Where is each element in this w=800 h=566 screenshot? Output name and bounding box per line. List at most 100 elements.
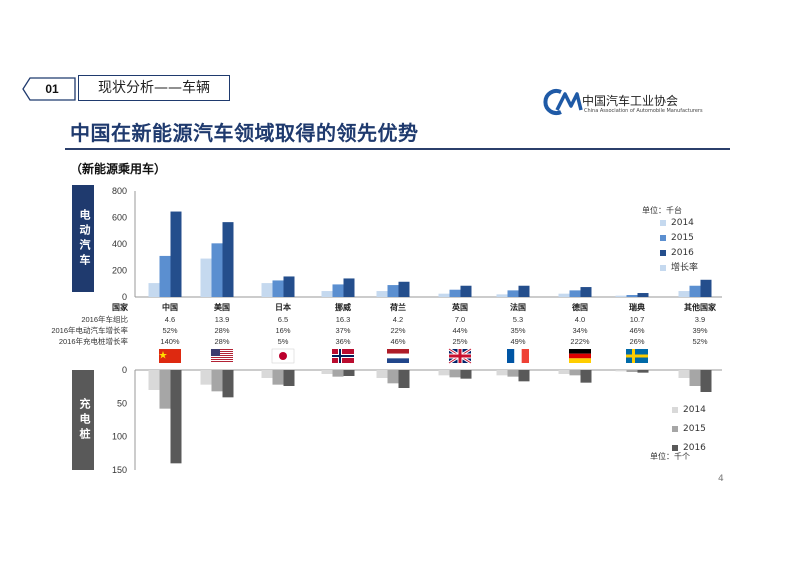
table-country-header: 美国	[214, 302, 230, 312]
charger-bar-2014-0	[148, 370, 160, 390]
logo-text-en: China Association of Automobile Manufact…	[584, 108, 703, 114]
logo-text-cn: 中国汽车工业协会	[582, 94, 679, 108]
japan-flag	[271, 348, 295, 364]
charger-ytick-label: 150	[112, 465, 127, 475]
charger-bar-2014-6	[496, 370, 508, 376]
france-flag	[507, 349, 529, 363]
ev-bar-2014-6	[496, 294, 508, 297]
page-title: 中国在新能源汽车领域取得的领先优势	[70, 121, 419, 145]
table-cell: 4.6	[165, 315, 175, 324]
ev-bar-2014-5	[438, 293, 450, 297]
charger-side-label-box: 充电桩	[72, 370, 94, 470]
table-cell: 16.3	[336, 315, 351, 324]
charger-bar-2015-0	[159, 370, 171, 409]
charger-bar-2015-2	[272, 370, 284, 385]
ev-bar-2014-7	[558, 293, 570, 297]
charger-bar-2014-7	[558, 370, 570, 374]
charger-legend-item-2016: 2016	[672, 439, 706, 458]
ev-ytick-label: 800	[112, 186, 127, 196]
table-cell: 5.3	[513, 315, 523, 324]
table-cell: 25%	[452, 337, 467, 346]
china-flag	[159, 349, 181, 363]
charger-bar-2016-0	[170, 370, 182, 464]
ev-bar-2014-3	[321, 291, 333, 297]
charger-bar-2016-5	[460, 370, 472, 379]
charger-ytick-label: 50	[117, 398, 127, 408]
charger-bar-2015-7	[569, 370, 581, 376]
ev-bar-2016-6	[518, 285, 530, 297]
table-cell: 28%	[214, 326, 229, 335]
usa-flag	[211, 349, 233, 363]
chart-subtitle: （新能源乘用车）	[70, 162, 167, 176]
section-title: 现状分析——车辆	[78, 75, 230, 101]
table-row-label: 2016年电动汽车增长率	[51, 325, 128, 335]
charger-bar-2014-1	[200, 370, 212, 385]
table-cell: 34%	[572, 326, 587, 335]
uk-flag	[448, 347, 472, 365]
ev-ytick-label: 600	[112, 213, 127, 223]
table-cell: 52%	[692, 337, 707, 346]
ev-side-label-box: 电动汽车	[72, 185, 94, 292]
table-country-header: 法国	[510, 302, 526, 312]
charger-bar-2016-1	[222, 370, 234, 398]
table-row-label: 2016年充电桩增长率	[59, 336, 129, 346]
ev-bar-2015-7	[569, 290, 581, 297]
ev-bar-2015-4	[387, 285, 399, 297]
ev-bar-2014-4	[376, 291, 388, 297]
ev-bar-2016-0	[170, 211, 182, 297]
charger-bar-2015-5	[449, 370, 461, 378]
table-cell: 13.9	[215, 315, 230, 324]
table-cell: 37%	[335, 326, 350, 335]
title-divider	[65, 148, 730, 150]
table-cell: 52%	[162, 326, 177, 335]
table-cell: 7.0	[455, 315, 465, 324]
section-number: 01	[45, 82, 59, 96]
sweden-flag	[626, 349, 648, 363]
charger-bar-2016-6	[518, 370, 530, 382]
table-country-header: 日本	[275, 302, 291, 312]
charger-bar-2016-9	[700, 370, 712, 392]
charger-side-label: 充电桩	[78, 398, 91, 443]
charger-bar-2014-9	[678, 370, 690, 378]
charger-bar-2016-8	[637, 370, 649, 373]
table-cell: 16%	[275, 326, 290, 335]
charger-bar-2016-2	[283, 370, 295, 386]
table-cell: 10.7	[630, 315, 645, 324]
ev-side-label: 电动汽车	[78, 209, 91, 269]
table-cell: 3.9	[695, 315, 705, 324]
charger-bar-2015-3	[332, 370, 344, 377]
table-cell: 5%	[278, 337, 289, 346]
ev-legend-item-2014: 2014	[660, 216, 698, 231]
section-tag: 01	[22, 77, 76, 101]
table-country-header: 德国	[572, 302, 588, 312]
charger-bar-2015-1	[211, 370, 223, 392]
ev-bar-2015-5	[449, 289, 461, 297]
ev-bar-2015-3	[332, 284, 344, 297]
ev-bar-2014-0	[148, 283, 160, 297]
table-cell: 39%	[692, 326, 707, 335]
table-cell: 46%	[629, 326, 644, 335]
table-cell: 44%	[452, 326, 467, 335]
table-header-label: 国家	[112, 302, 129, 312]
table-cell: 49%	[510, 337, 525, 346]
table-cell: 35%	[510, 326, 525, 335]
ev-bar-2016-9	[700, 279, 712, 297]
ev-bar-2016-8	[637, 293, 649, 297]
table-country-header: 瑞典	[629, 302, 645, 312]
table-country-header: 中国	[162, 302, 178, 312]
charger-legend-item-2015: 2015	[672, 420, 706, 439]
charger-bar-2014-4	[376, 370, 388, 378]
charger-unit-label: 单位：千个	[650, 452, 690, 461]
table-cell: 36%	[335, 337, 350, 346]
charger-legend-item-2014: 2014	[672, 401, 706, 420]
ev-bar-2015-2	[272, 280, 284, 297]
table-cell: 4.2	[393, 315, 403, 324]
ev-legend: 2014 2015 2016 增长率	[660, 216, 698, 276]
ev-bar-2016-4	[398, 281, 410, 297]
ev-bar-2015-1	[211, 243, 223, 297]
table-country-header: 荷兰	[389, 302, 406, 312]
charger-bar-2015-8	[626, 370, 638, 372]
charger-bar-2015-9	[689, 370, 701, 386]
ev-ytick-label: 400	[112, 239, 127, 249]
